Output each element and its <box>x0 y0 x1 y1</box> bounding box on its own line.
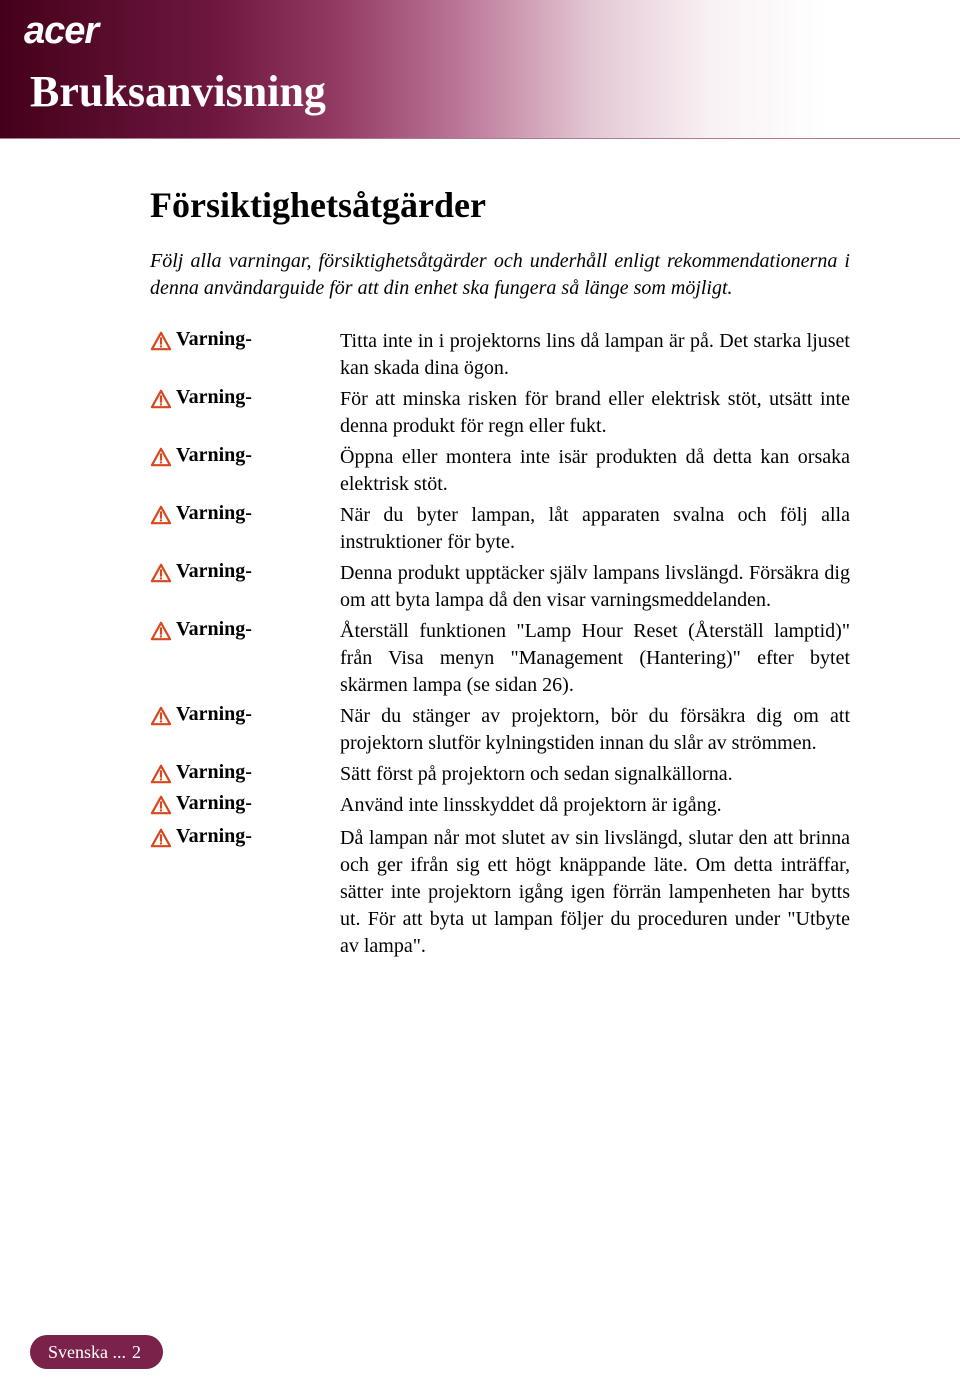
warning-row: Varning- Titta inte in i projektorns lins… <box>150 328 850 382</box>
intro-paragraph: Följ alla varningar, försiktighetsåtgärd… <box>150 248 850 302</box>
content: Försiktighetsåtgärder Följ alla varninga… <box>150 184 850 964</box>
warning-label-cell: Varning- <box>150 560 340 583</box>
warning-row: Varning- Öppna eller montera inte isär pr… <box>150 444 850 498</box>
page: acer Bruksanvisning Försiktighetsåtgärde… <box>0 0 960 1393</box>
document-title: Bruksanvisning <box>30 66 326 117</box>
warning-text: För att minska risken för brand eller el… <box>340 386 850 440</box>
warning-row: Varning- När du stänger av projektorn, bö… <box>150 703 850 757</box>
warning-text: När du stänger av projektorn, bör du för… <box>340 703 850 757</box>
warning-label: Varning- <box>176 703 252 726</box>
footer-tab: Svenska ... 2 <box>30 1335 163 1369</box>
warning-row: Varning- Återställ funktionen "Lamp Hour … <box>150 618 850 699</box>
warning-icon <box>150 331 172 351</box>
warning-label: Varning- <box>176 386 252 409</box>
warning-label-cell: Varning- <box>150 386 340 409</box>
warning-icon <box>150 447 172 467</box>
brand-logo: acer <box>24 10 98 53</box>
warning-label: Varning- <box>176 444 252 467</box>
warning-label: Varning- <box>176 618 252 641</box>
warning-text: Sätt först på projektorn och sedan signa… <box>340 761 850 788</box>
footer-language-label: Svenska ... <box>48 1342 126 1363</box>
warning-label-cell: Varning- <box>150 444 340 467</box>
section-heading: Försiktighetsåtgärder <box>150 184 850 226</box>
header-band: acer Bruksanvisning <box>0 0 960 138</box>
warning-label-cell: Varning- <box>150 703 340 726</box>
warning-text: Använd inte linsskyddet då projektorn är… <box>340 792 850 819</box>
warning-text: Öppna eller montera inte isär produkten … <box>340 444 850 498</box>
warning-text: Återställ funktionen "Lamp Hour Reset (Å… <box>340 618 850 699</box>
warning-text: Då lampan når mot slutet av sin livsläng… <box>340 825 850 960</box>
warnings-list: Varning- Titta inte in i projektorns lins… <box>150 328 850 960</box>
warning-row: Varning- Denna produkt upptäcker själv la… <box>150 560 850 614</box>
footer-page-number: 2 <box>132 1342 141 1363</box>
warning-label: Varning- <box>176 825 252 848</box>
warning-icon <box>150 389 172 409</box>
warning-text: Titta inte in i projektorns lins då lamp… <box>340 328 850 382</box>
warning-label: Varning- <box>176 761 252 784</box>
warning-row: Varning- Då lampan når mot slutet av sin … <box>150 825 850 960</box>
warning-icon <box>150 621 172 641</box>
warning-icon <box>150 505 172 525</box>
warning-label: Varning- <box>176 792 252 815</box>
warning-label-cell: Varning- <box>150 761 340 784</box>
warning-row: Varning- Använd inte linsskyddet då proje… <box>150 792 850 819</box>
header-rule <box>0 138 960 139</box>
warning-label-cell: Varning- <box>150 328 340 351</box>
warning-icon <box>150 764 172 784</box>
warning-label-cell: Varning- <box>150 502 340 525</box>
warning-label: Varning- <box>176 502 252 525</box>
warning-label: Varning- <box>176 328 252 351</box>
warning-label-cell: Varning- <box>150 825 340 848</box>
warning-label-cell: Varning- <box>150 792 340 815</box>
warning-text: Denna produkt upptäcker själv lampans li… <box>340 560 850 614</box>
warning-label: Varning- <box>176 560 252 583</box>
warning-icon <box>150 706 172 726</box>
warning-text: När du byter lampan, låt apparaten svaln… <box>340 502 850 556</box>
warning-label-cell: Varning- <box>150 618 340 641</box>
warning-row: Varning- För att minska risken för brand … <box>150 386 850 440</box>
warning-row: Varning- Sätt först på projektorn och sed… <box>150 761 850 788</box>
warning-icon <box>150 795 172 815</box>
warning-row: Varning- När du byter lampan, låt apparat… <box>150 502 850 556</box>
warning-icon <box>150 563 172 583</box>
warning-icon <box>150 828 172 848</box>
